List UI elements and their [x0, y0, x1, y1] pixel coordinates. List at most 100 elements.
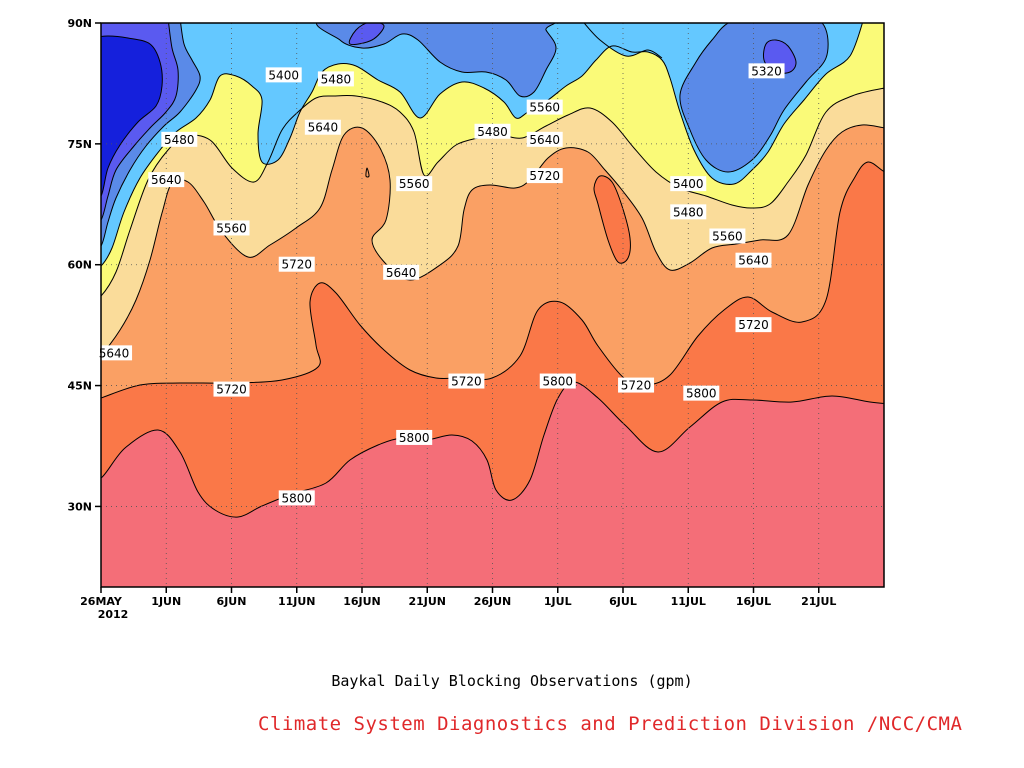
- contour-label: 5560: [213, 220, 250, 236]
- contour-label: 5560: [396, 176, 433, 192]
- contour-label-text: 5480: [673, 205, 704, 219]
- x-tick-label: 6JUN: [217, 595, 247, 608]
- contour-label-bg: [304, 119, 341, 135]
- contour-label: 5640: [383, 264, 420, 280]
- contour-line: [101, 87, 884, 297]
- contour-label-bg: [161, 131, 198, 147]
- contour-label: 5640: [304, 119, 341, 135]
- contour-line: [101, 124, 884, 356]
- x-tick-label: 1JUL: [544, 595, 572, 608]
- contour-line: [679, 23, 829, 173]
- contour-label-bg: [148, 172, 185, 188]
- contour-label-bg: [709, 228, 746, 244]
- contour-label-bg: [317, 71, 354, 87]
- contour-label: 5720: [448, 373, 485, 389]
- contour-label-text: 5480: [477, 125, 508, 139]
- fill-5720-5800-island: [593, 175, 631, 264]
- contour-label: 5480: [161, 131, 198, 147]
- contour-label-text: 5480: [321, 72, 352, 86]
- contour-label-text: 5480: [164, 133, 195, 147]
- contour-line: [101, 35, 163, 197]
- contour-label: 5480: [317, 71, 354, 87]
- contour-label-bg: [213, 220, 250, 236]
- contour-label-bg: [448, 373, 485, 389]
- contour-line: [101, 381, 884, 518]
- x-tick-label: 16JUN: [343, 595, 381, 608]
- axis-layer: 26MAY 1JUN 6JUN 11JUN 16JUN 21JUN 26JUN 1JUL 6JU…: [67, 17, 836, 621]
- contour-label: 5800: [539, 373, 576, 389]
- contour-label: 5720: [526, 168, 563, 184]
- x-tick-label: 26MAY: [80, 595, 123, 608]
- fill-5480-5560-top: [584, 23, 662, 58]
- contour-label-bg: [526, 168, 563, 184]
- fill-5400-5480-mid: [316, 23, 556, 97]
- contour-label: 5800: [278, 490, 315, 506]
- contour-label-bg: [278, 490, 315, 506]
- contour-label-text: 5720: [529, 169, 560, 183]
- contour-label-text: 5720: [216, 383, 247, 397]
- x-tick-label: 1JUN: [151, 595, 181, 608]
- contour-label: 5320: [748, 63, 785, 79]
- contour-label-layer: 5400 5480 5320 5480 5480 5560 5640 5640 5400 5720…: [96, 63, 785, 506]
- contour-label-bg: [278, 256, 315, 272]
- contour-line: [593, 175, 631, 264]
- contour-line: [583, 23, 663, 59]
- credit-line: Climate System Diagnostics and Predictio…: [258, 713, 963, 735]
- contour-label-text: 5640: [738, 254, 769, 268]
- contour-label-text: 5560: [216, 221, 247, 235]
- contour-label-text: 5720: [451, 375, 482, 389]
- contour-label: 5800: [396, 429, 433, 445]
- contour-label-bg: [539, 373, 576, 389]
- contour-label: 5720: [618, 377, 655, 393]
- contour-label: 5640: [96, 345, 133, 361]
- contour-label-text: 5400: [673, 177, 704, 191]
- contour-label-bg: [670, 176, 707, 192]
- contour-label-bg: [683, 385, 720, 401]
- contour-fill-layer: [101, 23, 884, 587]
- contour-label: 5720: [735, 317, 772, 333]
- contour-label-bg: [383, 264, 420, 280]
- contour-label-text: 5400: [268, 68, 299, 82]
- contour-label: 5640: [148, 172, 185, 188]
- contour-label-text: 5560: [529, 101, 560, 115]
- contour-label-text: 5640: [151, 173, 182, 187]
- x-tick-label: 21JUN: [408, 595, 446, 608]
- contour-line: [348, 23, 385, 46]
- contour-label: 5400: [265, 67, 302, 83]
- contour-label-text: 5800: [686, 387, 717, 401]
- contour-line: [101, 23, 863, 267]
- contour-label-bg: [396, 176, 433, 192]
- y-tick-label: 60N: [67, 259, 92, 272]
- contour-line: [101, 23, 201, 247]
- contour-label-bg: [735, 317, 772, 333]
- x-year-label: 2012: [98, 608, 129, 621]
- contour-label-text: 5800: [542, 375, 573, 389]
- contour-label: 5800: [683, 385, 720, 401]
- y-tick-label: 45N: [67, 380, 92, 393]
- contour-label: 5640: [735, 252, 772, 268]
- contour-label-bg: [618, 377, 655, 393]
- contour-line: [365, 167, 370, 178]
- contour-line: [315, 23, 557, 98]
- contour-label: 5480: [474, 123, 511, 139]
- contour-label-text: 5320: [751, 64, 782, 78]
- contour-line-layer: [101, 23, 884, 518]
- contour-label-bg: [735, 252, 772, 268]
- x-tick-label: 26JUN: [474, 595, 512, 608]
- contour-label-text: 5800: [399, 431, 430, 445]
- contour-label-text: 5640: [99, 346, 130, 360]
- contour-label-bg: [213, 381, 250, 397]
- contour-label: 5480: [670, 204, 707, 220]
- contour-line: [101, 161, 884, 399]
- x-tick-label: 16JUL: [736, 595, 771, 608]
- contour-label: 5560: [709, 228, 746, 244]
- x-tick-label: 6JUL: [609, 595, 637, 608]
- contour-label: 5560: [526, 99, 563, 115]
- contour-label-text: 5720: [621, 379, 652, 393]
- contour-label: 5640: [526, 131, 563, 147]
- contour-line: [101, 23, 179, 221]
- contour-label-bg: [526, 131, 563, 147]
- y-tick-label: 30N: [67, 500, 92, 513]
- contour-label-text: 5720: [281, 258, 312, 272]
